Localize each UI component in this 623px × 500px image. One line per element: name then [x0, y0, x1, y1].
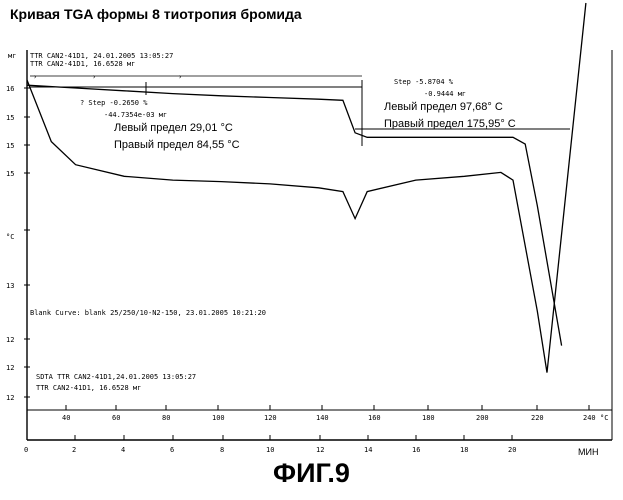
time-tick-label: 6: [170, 446, 174, 454]
time-tick-marks: [27, 435, 512, 440]
step2-left-limit: Левый предел 97,68° C: [384, 101, 503, 113]
temp-tick-label: 60: [112, 414, 120, 422]
time-tick-label: 8: [220, 446, 224, 454]
time-tick-label: 0: [24, 446, 28, 454]
step1-left-limit: Левый предел 29,01 °C: [114, 122, 233, 134]
marker-arrow: ›: [178, 73, 182, 81]
temperature-tick-marks: [66, 405, 589, 410]
y-ticks: 16 15 15 15 °C 13 12 12 12: [6, 85, 14, 402]
temp-tick-label: 180: [422, 414, 435, 422]
time-tick-label: 18: [460, 446, 468, 454]
temp-tick-label: 100: [212, 414, 225, 422]
step2-right-limit: Правый предел 175,95° C: [384, 118, 516, 130]
time-tick-label: 2: [72, 446, 76, 454]
step2-step-label: Step -5.8704 %: [394, 78, 454, 86]
time-ticks: 0 2 4 6 8 10 12 14 16 18 20 МИН: [24, 446, 598, 457]
marker-arrow: ›: [92, 73, 96, 81]
y-tick-label: 12: [6, 394, 14, 402]
y2-unit-label: °C: [6, 233, 14, 241]
sdta-line-2: TTR CAN2-41D1, 16.6528 мг: [36, 384, 141, 392]
time-unit-label: МИН: [578, 447, 598, 457]
temperature-ticks: 40 60 80 100 120 140 160 180 200 220 240…: [62, 414, 608, 422]
step2-mass-label: -0.9444 мг: [424, 90, 466, 98]
header-line-2: TTR CAN2-41D1, 16.6528 мг: [30, 60, 135, 68]
step1-mass-label: -44.7354e-03 мг: [104, 111, 167, 119]
blank-curve-label: Blank Curve: blank 25/250/10-N2-150, 23.…: [30, 309, 266, 317]
step1-step-label: ? Step -0.2650 %: [80, 99, 148, 107]
time-tick-label: 12: [316, 446, 324, 454]
temp-tick-label: 220: [531, 414, 544, 422]
y-tick-label: 12: [6, 336, 14, 344]
header-line-1: TTR CAN2-41D1, 24.01.2005 13:05:27: [30, 52, 173, 60]
y-tick-label: 16: [6, 85, 14, 93]
time-tick-label: 4: [121, 446, 125, 454]
temp-tick-label: 160: [368, 414, 381, 422]
y-tick-label: 15: [6, 142, 14, 150]
y-unit-label: мг: [8, 52, 16, 60]
temp-tick-label: 80: [162, 414, 170, 422]
y-tick-label: 13: [6, 282, 14, 290]
y-tick-label: 15: [6, 170, 14, 178]
sdta-line-1: SDTA TTR CAN2-41D1,24.01.2005 13:05:27: [36, 373, 196, 381]
time-tick-label: 10: [266, 446, 274, 454]
time-tick-label: 20: [508, 446, 516, 454]
figure-caption: ФИГ.9: [0, 458, 623, 489]
marker-arrow: ›: [33, 73, 37, 81]
temp-tick-label: 140: [316, 414, 329, 422]
temp-unit-label: °C: [600, 414, 608, 422]
temp-tick-label: 120: [264, 414, 277, 422]
time-tick-label: 14: [364, 446, 372, 454]
temp-tick-label: 240: [583, 414, 596, 422]
y-tick-label: 15: [6, 114, 14, 122]
step1-right-limit: Правый предел 84,55 °C: [114, 139, 240, 151]
tga-chart: мг TTR CAN2-41D1, 24.01.2005 13:05:27 TT…: [0, 0, 623, 460]
temp-tick-label: 40: [62, 414, 70, 422]
time-tick-label: 16: [412, 446, 420, 454]
temp-tick-label: 200: [476, 414, 489, 422]
y-tick-label: 12: [6, 364, 14, 372]
